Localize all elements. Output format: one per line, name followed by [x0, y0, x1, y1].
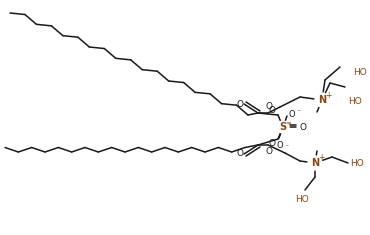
Text: O: O	[269, 140, 276, 149]
Text: O: O	[289, 110, 295, 118]
Text: O: O	[277, 141, 283, 149]
Text: HO: HO	[295, 196, 309, 204]
Text: =: =	[285, 120, 291, 126]
Text: O: O	[269, 106, 276, 114]
Text: HO: HO	[348, 97, 362, 106]
Circle shape	[315, 93, 329, 107]
Text: O: O	[236, 99, 243, 109]
Text: O: O	[266, 102, 272, 110]
Text: HO: HO	[353, 67, 367, 77]
Text: HO: HO	[350, 158, 364, 168]
Text: N: N	[318, 95, 326, 105]
Text: O: O	[299, 122, 306, 132]
Text: ⁻: ⁻	[284, 142, 288, 152]
Text: O: O	[266, 148, 272, 157]
Text: N: N	[311, 158, 319, 168]
Text: O: O	[236, 149, 243, 158]
Text: +: +	[318, 153, 324, 162]
Text: +: +	[325, 90, 331, 99]
Text: ⁻: ⁻	[296, 107, 300, 117]
Text: S: S	[279, 122, 286, 132]
Circle shape	[308, 156, 322, 170]
Circle shape	[277, 121, 289, 133]
